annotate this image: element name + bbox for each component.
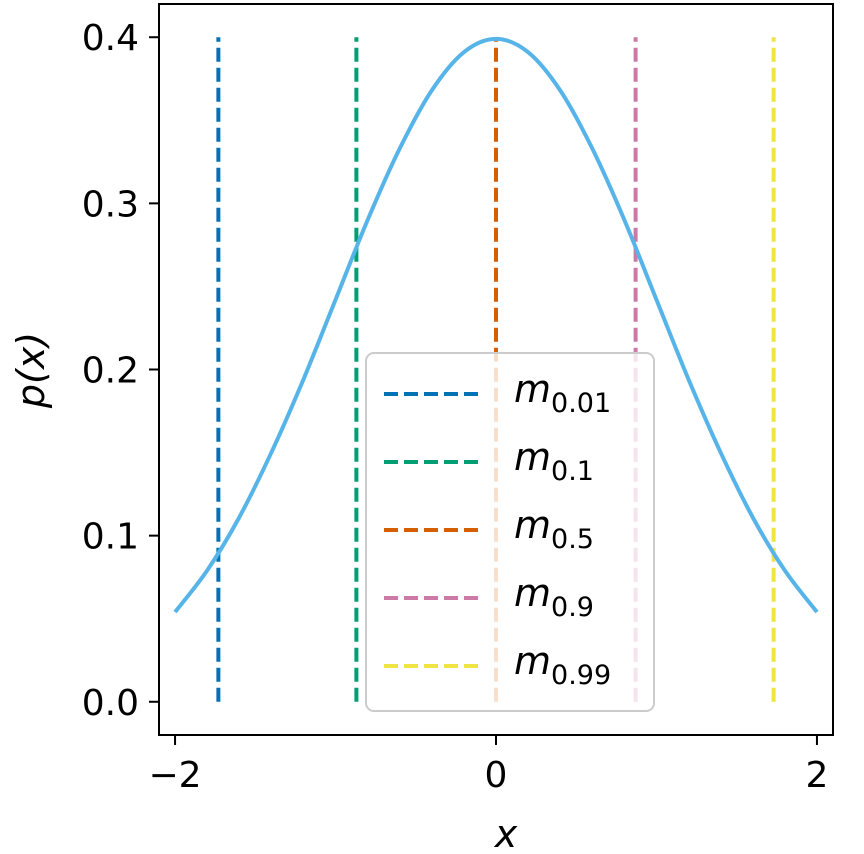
y-tick-label: 0.3 [82, 184, 139, 225]
x-tick-label: 2 [805, 755, 828, 796]
x-tick-label: 0 [485, 755, 508, 796]
x-axis-label: x [494, 812, 518, 854]
y-tick-label: 0.4 [82, 18, 139, 59]
density-curve [173, 36, 819, 614]
x-tick-label: −2 [149, 755, 202, 796]
y-tick-label: 0.0 [82, 683, 139, 724]
y-axis-label: p(x) [9, 332, 53, 409]
axis-ticks: −2 0 2 0.0 0.1 0.2 0.3 0.4 [82, 18, 829, 796]
y-tick-label: 0.1 [82, 517, 139, 558]
y-tick-label: 0.2 [82, 351, 139, 392]
legend-box [365, 352, 655, 712]
